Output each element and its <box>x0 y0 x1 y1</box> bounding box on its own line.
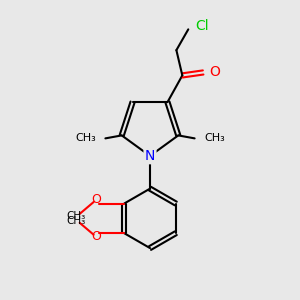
Text: CH₃: CH₃ <box>75 134 96 143</box>
Text: CH₃: CH₃ <box>66 211 85 221</box>
Text: O: O <box>91 194 101 206</box>
Text: O: O <box>209 65 220 80</box>
Text: O: O <box>91 230 101 243</box>
Text: CH₃: CH₃ <box>204 134 225 143</box>
Text: Cl: Cl <box>196 20 209 33</box>
Text: CH₃: CH₃ <box>66 216 85 226</box>
Text: N: N <box>145 149 155 163</box>
